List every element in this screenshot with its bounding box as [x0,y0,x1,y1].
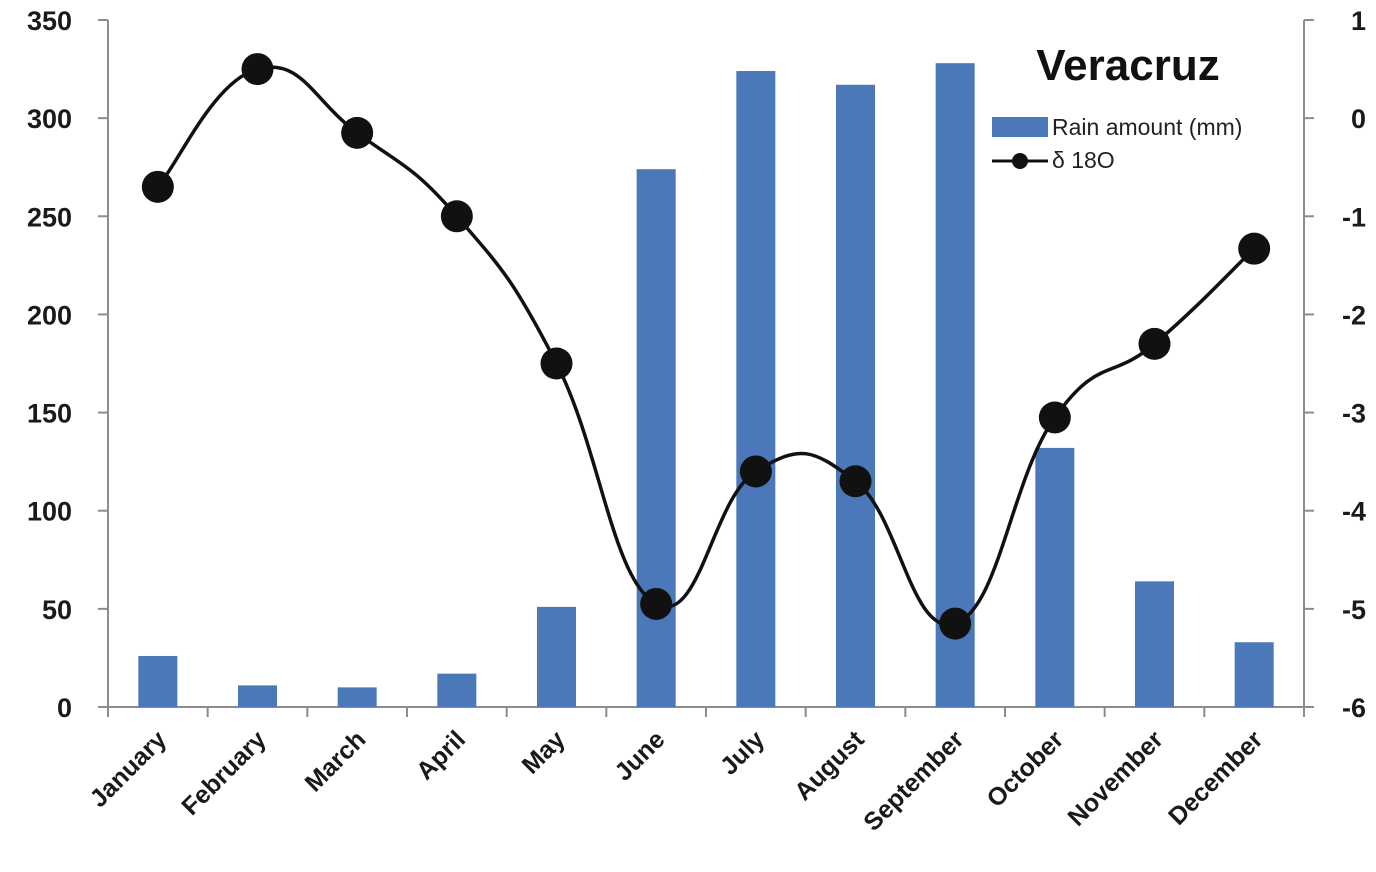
y-right-tick-label: -6 [1342,693,1366,723]
bar [836,84,875,707]
y-left-tick-label: 150 [27,399,72,429]
delta-point [939,607,972,640]
bar [736,71,776,707]
y-right-tick-label: -4 [1342,497,1366,527]
delta-point [241,53,274,86]
x-tick-label: June [609,725,670,786]
x-tick-label: May [517,725,571,779]
delta-point [440,200,473,233]
bar [138,655,178,707]
bar [337,687,377,707]
y-left-tick-label: 300 [27,104,72,134]
x-tick-label: April [411,725,471,785]
x-tick-label: January [84,725,172,813]
y-right-tick-label: -5 [1342,595,1366,625]
bar [537,606,576,707]
y-right-tick-label: 1 [1351,6,1366,36]
delta-point [640,587,673,620]
legend-label-rain: Rain amount (mm) [1052,114,1242,140]
x-tick-label: December [1163,725,1268,830]
delta-point [739,455,772,488]
axes [98,19,1314,717]
y-left-tick-label: 100 [27,497,72,527]
y-right-tick-label: -3 [1342,399,1366,429]
x-tick-label: October [981,725,1069,813]
x-tick-label: November [1062,725,1168,831]
chart-title: Veracruz [1036,41,1219,90]
legend-swatch-rain [992,117,1048,137]
bar [238,685,277,707]
y-right-tick-label: -1 [1342,202,1366,232]
bar [1135,581,1174,707]
y-left-tick-label: 200 [27,300,72,330]
delta-point [1038,401,1071,434]
y-left-tick-label: 250 [27,202,72,232]
x-tick-label: September [858,725,969,836]
y-right-tick-label: 0 [1351,104,1366,134]
bar [1234,642,1274,707]
x-tick-label: February [176,725,272,821]
x-tick-label: March [300,725,372,797]
bar [935,63,975,707]
legend-marker-delta [1012,153,1028,169]
delta-point [341,116,374,149]
legend-label-delta: δ 18O [1052,147,1115,173]
y-left-tick-label: 0 [57,693,72,723]
bar [636,169,676,708]
delta-point [540,347,573,380]
legend: Rain amount (mm) δ 18O [992,114,1242,173]
delta-point [1238,232,1271,265]
line-series [141,53,1271,640]
y-left-tick-label: 350 [27,6,72,36]
bar [437,673,477,707]
bar [1035,447,1075,707]
delta-point [1138,327,1171,360]
x-tick-label: July [715,725,770,780]
delta-point [839,465,872,498]
y-right-tick-label: -2 [1342,300,1366,330]
x-tick-label: August [789,725,870,806]
y-left-tick-label: 50 [42,595,72,625]
bar-series [138,63,1274,708]
delta-point [141,170,174,203]
